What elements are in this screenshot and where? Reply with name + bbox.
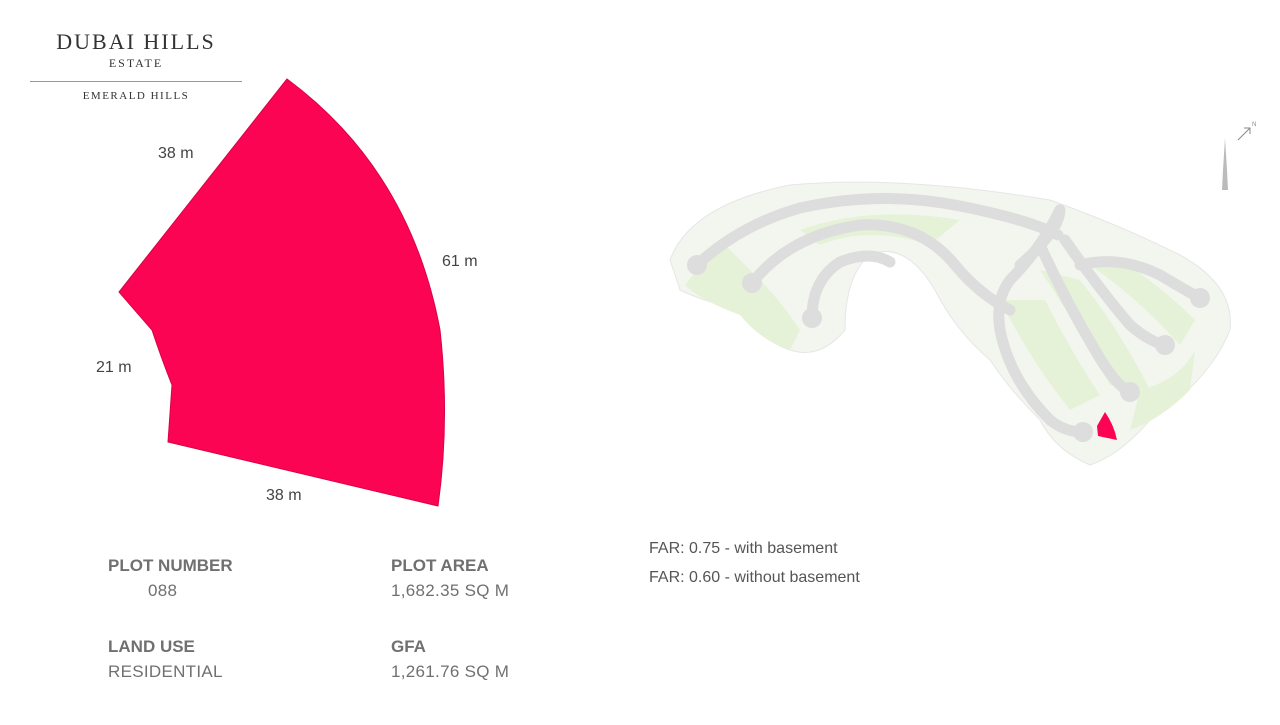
site-plan-plot-marker <box>1097 412 1117 440</box>
green-area <box>1090 260 1195 345</box>
logo-estate: ESTATE <box>108 56 164 70</box>
gfa-value: 1,261.76 SQ M <box>391 662 510 681</box>
logo-brand: DUBAI HILLS <box>56 29 216 54</box>
road <box>746 219 1016 316</box>
north-label: N <box>1252 122 1256 128</box>
plot-area-value: 1,682.35 SQ M <box>391 581 510 600</box>
logo-divider <box>30 81 242 82</box>
road <box>1034 239 1136 398</box>
road <box>691 192 1064 271</box>
dimension-top: 38 m <box>158 145 194 162</box>
logo: DUBAI HILLS ESTATE EMERALD HILLS <box>30 30 242 102</box>
road <box>806 250 896 324</box>
gfa-label: GFA <box>391 637 426 656</box>
cul-de-sac <box>1155 335 1175 355</box>
cul-de-sac <box>802 308 822 328</box>
dimension-right: 61 m <box>442 253 478 270</box>
road <box>1014 204 1066 271</box>
site-plan <box>669 181 1231 466</box>
road <box>1074 256 1206 304</box>
north-arrow-icon <box>1237 127 1251 141</box>
plot-area-label: PLOT AREA <box>391 556 489 575</box>
cul-de-sac <box>1120 382 1140 402</box>
far-without-basement: FAR: 0.60 - without basement <box>649 569 860 586</box>
green-area <box>1000 300 1100 410</box>
cul-de-sac <box>1190 288 1210 308</box>
plot-number-value: 088 <box>148 581 178 600</box>
dimension-bottom: 38 m <box>266 487 302 504</box>
plot-number-label: PLOT NUMBER <box>108 556 233 575</box>
cul-de-sac <box>1073 422 1093 442</box>
cul-de-sac <box>742 273 762 293</box>
community-name: EMERALD HILLS <box>82 90 190 102</box>
land-use-value: RESIDENTIAL <box>108 662 223 681</box>
plot-shape <box>118 78 446 507</box>
far-with-basement: FAR: 0.75 - with basement <box>649 540 838 557</box>
cul-de-sac <box>687 255 707 275</box>
land-use-label: LAND USE <box>108 637 195 656</box>
green-area <box>1130 350 1195 430</box>
green-area <box>685 240 800 350</box>
tower-landmark-icon <box>1222 138 1228 190</box>
dimension-left: 21 m <box>96 359 132 376</box>
